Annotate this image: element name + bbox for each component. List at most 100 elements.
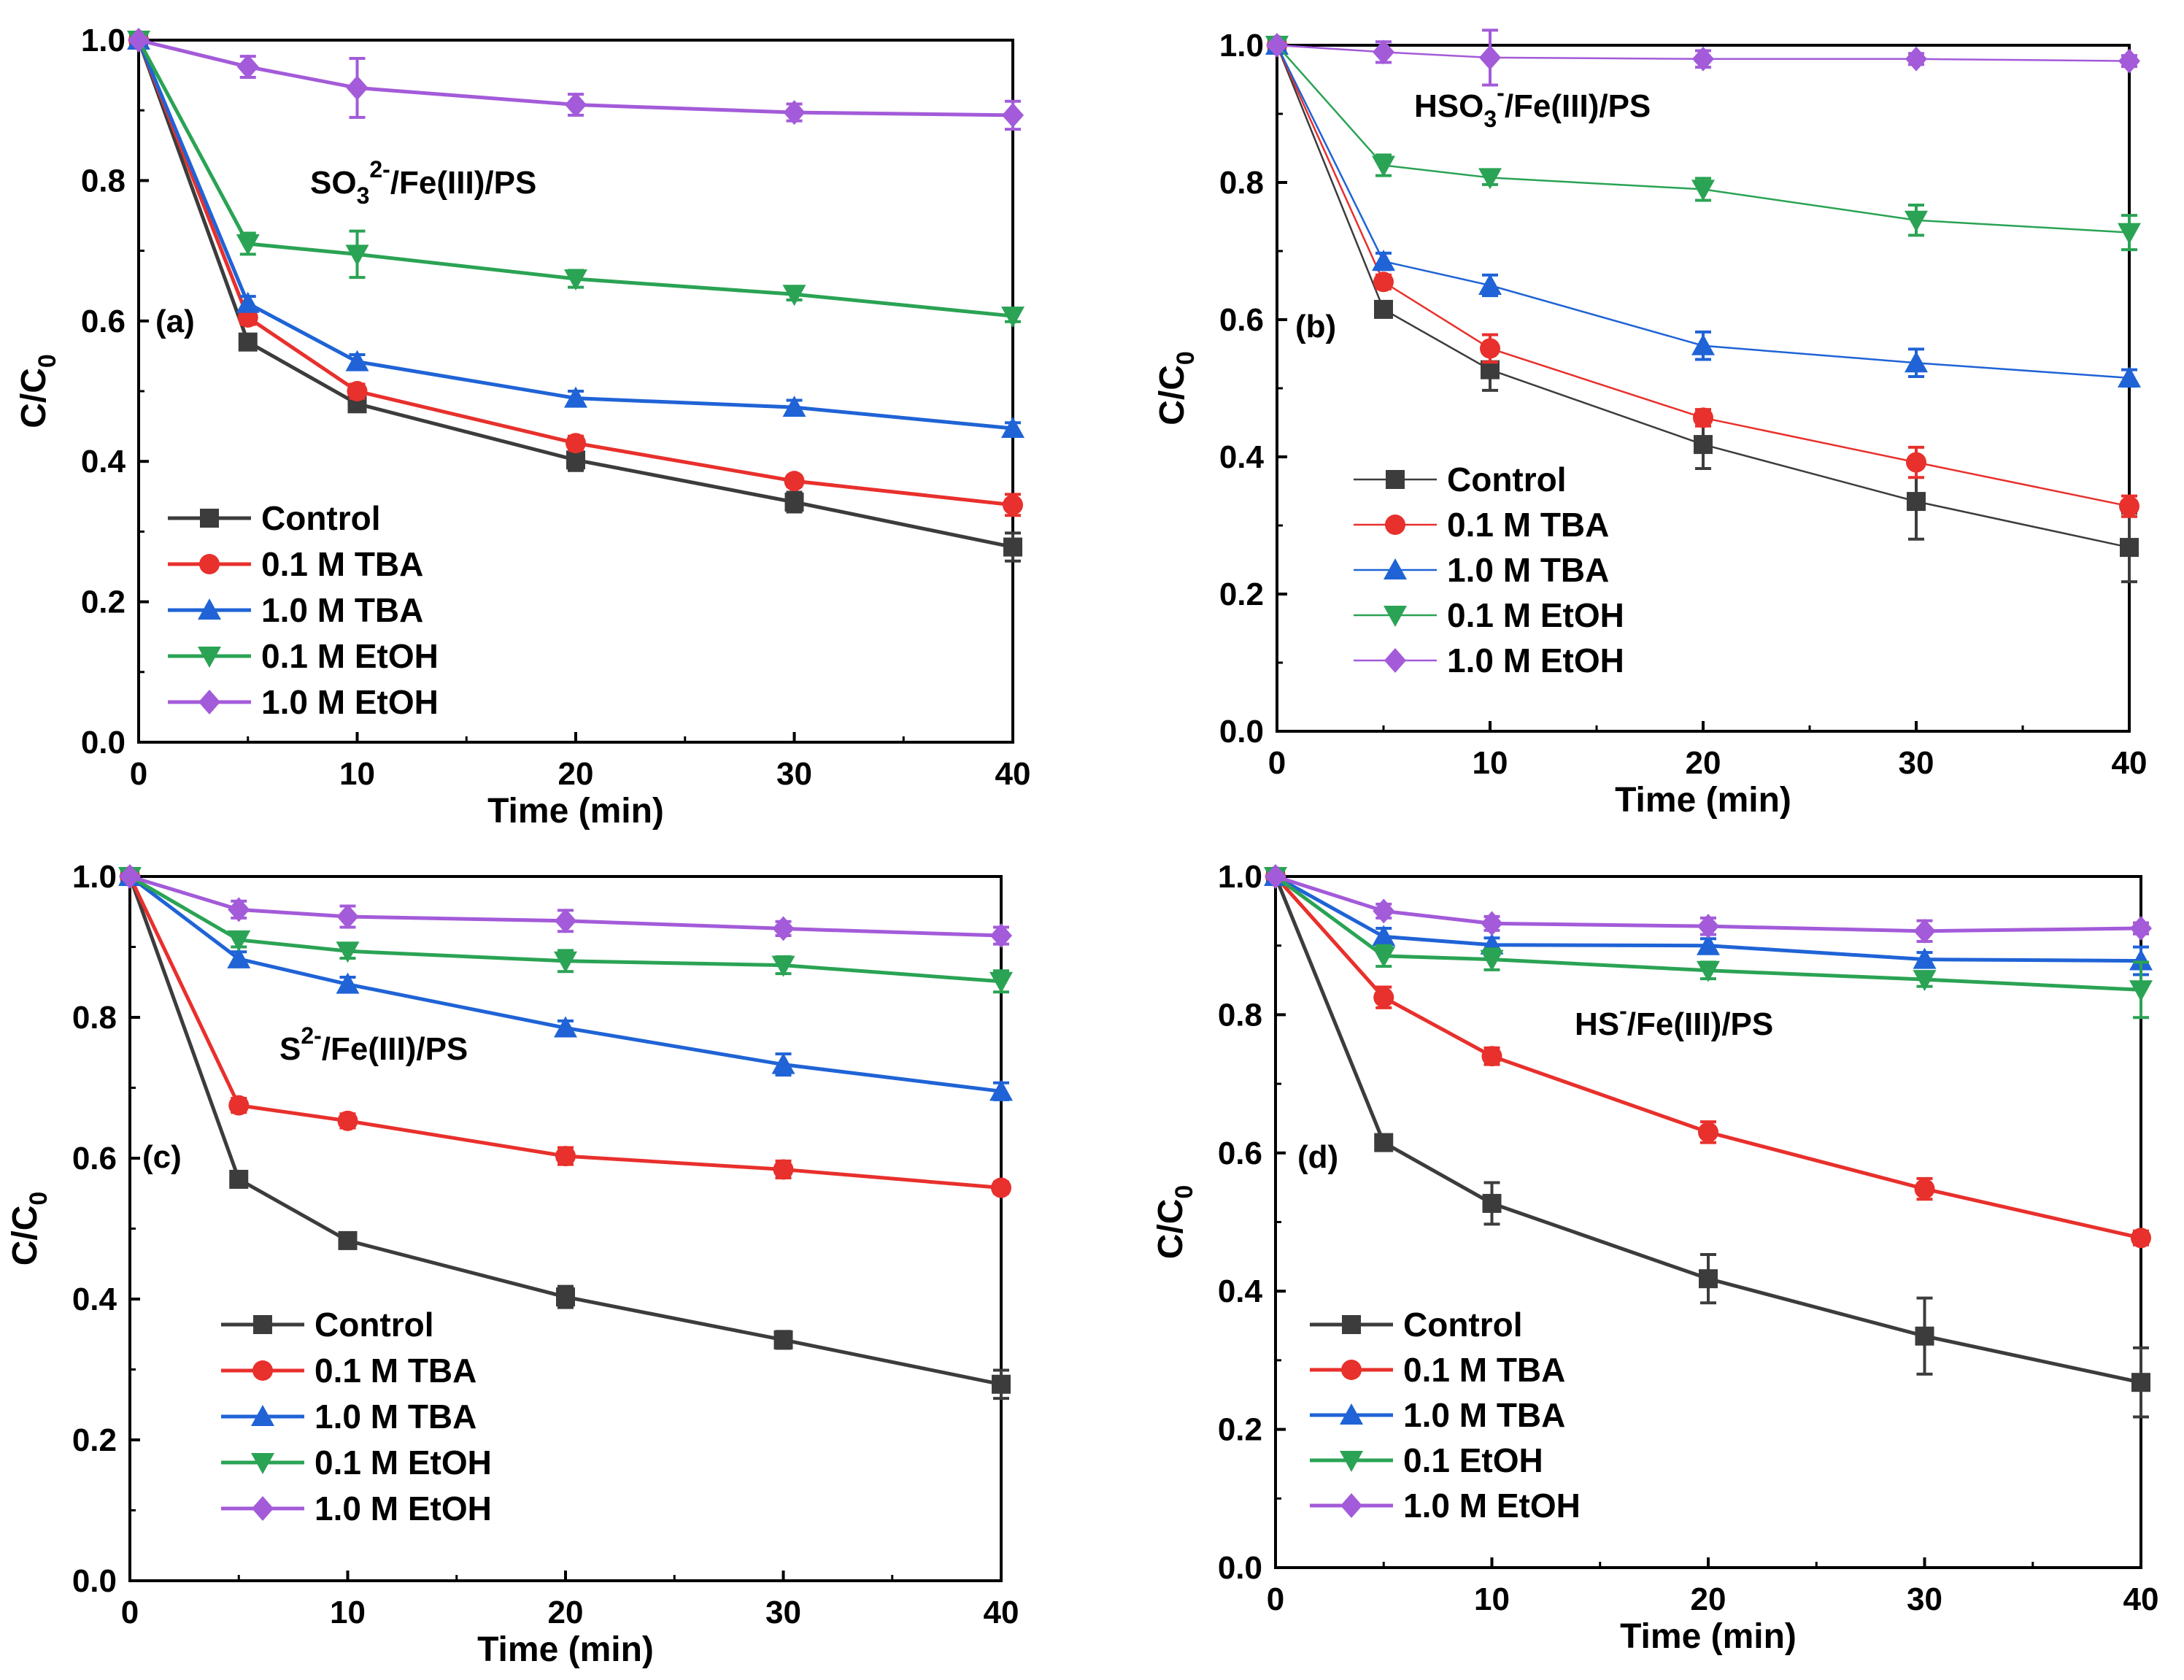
series-line — [1276, 44, 2130, 62]
data-point — [1374, 299, 1393, 319]
data-point — [2130, 916, 2152, 941]
legend-marker — [1384, 558, 1407, 579]
y-tick-label: 0.6 — [1218, 1136, 1262, 1171]
y-tick-label: 0.2 — [72, 1422, 117, 1458]
data-point — [1691, 334, 1715, 355]
legend-marker — [1340, 1493, 1362, 1518]
x-tick-label: 30 — [765, 1595, 801, 1630]
legend-label: Control — [261, 499, 381, 537]
data-point — [1372, 925, 1396, 947]
legend-label: Control — [315, 1306, 434, 1344]
series-line — [1273, 876, 2142, 1384]
legend-marker — [253, 1315, 272, 1334]
data-point — [1692, 46, 1714, 72]
legend-label: 0.1 M TBA — [315, 1352, 476, 1390]
data-point — [782, 285, 806, 307]
legend-label: 1.0 M TBA — [1447, 551, 1609, 589]
data-point — [1691, 180, 1715, 201]
data-point — [991, 1177, 1011, 1198]
series-line — [129, 874, 1002, 938]
data-point — [336, 904, 359, 930]
legend-label: 1.0 M EtOH — [261, 683, 439, 721]
x-tick-label: 40 — [995, 756, 1031, 792]
annotation-sub: 3 — [357, 182, 370, 209]
chart-annotation: SO32-/Fe(III)/PS — [310, 156, 536, 209]
series-line — [128, 876, 1002, 1387]
data-point — [345, 350, 369, 371]
data-point — [989, 971, 1013, 993]
legend-label: 0.1 M TBA — [261, 545, 423, 583]
data-point — [1372, 946, 1396, 968]
legend-label: 1.0 M EtOH — [1447, 641, 1624, 679]
data-point — [565, 92, 587, 117]
x-tick-label: 10 — [330, 1595, 366, 1630]
chart-panel-3: 0 10 20 30 40 0.0 0.2 0.4 0.6 0.8 1.0 Time (min) C/C… — [1151, 859, 2158, 1656]
x-tick-label: 40 — [2112, 745, 2148, 781]
legend-marker — [1340, 1403, 1363, 1425]
data-point — [566, 450, 585, 470]
x-tick-label: 10 — [1473, 745, 1508, 781]
legend-marker — [251, 1453, 274, 1474]
data-point — [1373, 271, 1394, 293]
legend-marker — [252, 1496, 274, 1521]
annotation-sup: 2- — [301, 1022, 321, 1049]
x-axis-title: Time (min) — [1620, 1617, 1797, 1656]
x-tick-label: 0 — [130, 756, 147, 792]
y-tick-label: 0.0 — [81, 725, 126, 760]
data-point — [1905, 210, 1928, 232]
data-point — [337, 1110, 358, 1131]
legend-label: Control — [1447, 461, 1567, 498]
legend-label: 0.1 M EtOH — [261, 637, 439, 675]
y-tick-label: 0.8 — [72, 1000, 117, 1036]
data-point — [771, 1052, 795, 1074]
series-line — [128, 875, 1002, 1093]
data-point — [1265, 864, 1286, 889]
annotation-rest: /Fe(III)/PS — [390, 165, 536, 201]
data-point — [782, 396, 806, 417]
x-axis-title: Time (min) — [477, 1630, 654, 1669]
chart-annotation: HSO3-/Fe(III)/PS — [1414, 80, 1651, 132]
y-axis-title: C/C0 — [1151, 1185, 1198, 1260]
legend-marker — [1386, 470, 1405, 489]
data-point — [1373, 987, 1394, 1008]
data-point — [1480, 338, 1500, 359]
legend-label: 1.0 M EtOH — [1403, 1487, 1581, 1525]
series-4 — [119, 864, 1012, 949]
data-point — [1698, 1122, 1718, 1143]
data-point — [1914, 1179, 1935, 1200]
legend-label: 1.0 M TBA — [1403, 1396, 1565, 1434]
series-line — [138, 38, 1014, 117]
series-line — [1275, 874, 2142, 933]
legend-marker — [198, 647, 221, 668]
legend-marker — [198, 690, 220, 714]
panel-label: (c) — [142, 1139, 182, 1175]
data-point — [2118, 48, 2140, 74]
data-point — [2120, 538, 2139, 558]
data-point — [229, 1169, 249, 1189]
x-tick-label: 0 — [1267, 1581, 1284, 1617]
x-tick-label: 20 — [1691, 1581, 1726, 1617]
data-point — [1906, 452, 1926, 473]
data-point — [227, 930, 251, 952]
data-point — [564, 269, 587, 291]
legend-label: 1.0 M TBA — [261, 591, 423, 629]
y-axis-title-base: C/C — [1153, 365, 1192, 425]
data-point — [1694, 435, 1713, 455]
x-tick-label: 30 — [1899, 745, 1934, 781]
y-axis-title: C/C0 — [1153, 351, 1200, 425]
data-point — [783, 100, 806, 126]
series-2 — [127, 28, 1025, 438]
y-axis-title: C/C0 — [15, 354, 61, 428]
data-point — [773, 1159, 794, 1180]
x-tick-label: 30 — [776, 756, 812, 792]
x-tick-label: 0 — [121, 1595, 139, 1630]
y-tick-label: 1.0 — [81, 23, 126, 58]
data-point — [1907, 492, 1926, 512]
series-line — [1276, 45, 2130, 549]
panel-label: (b) — [1295, 309, 1336, 344]
y-tick-label: 0.8 — [1219, 165, 1264, 201]
data-point — [1002, 102, 1024, 128]
y-tick-label: 0.0 — [1218, 1550, 1262, 1586]
data-point — [1697, 914, 1719, 939]
